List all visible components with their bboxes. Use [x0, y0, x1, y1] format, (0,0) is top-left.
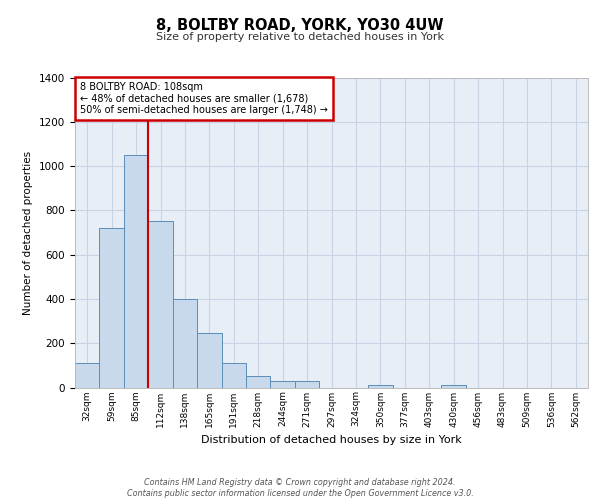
- X-axis label: Distribution of detached houses by size in York: Distribution of detached houses by size …: [201, 435, 462, 445]
- Bar: [246, 376, 271, 388]
- Bar: [100, 228, 124, 388]
- Bar: [124, 155, 148, 388]
- Bar: [221, 363, 246, 388]
- Bar: [368, 386, 392, 388]
- Text: Contains HM Land Registry data © Crown copyright and database right 2024.
Contai: Contains HM Land Registry data © Crown c…: [127, 478, 473, 498]
- Bar: [197, 333, 221, 388]
- Bar: [75, 363, 100, 388]
- Bar: [295, 382, 319, 388]
- Text: 8, BOLTBY ROAD, YORK, YO30 4UW: 8, BOLTBY ROAD, YORK, YO30 4UW: [156, 18, 444, 32]
- Bar: [442, 386, 466, 388]
- Bar: [173, 299, 197, 388]
- Bar: [148, 222, 173, 388]
- Text: 8 BOLTBY ROAD: 108sqm
← 48% of detached houses are smaller (1,678)
50% of semi-d: 8 BOLTBY ROAD: 108sqm ← 48% of detached …: [80, 82, 328, 116]
- Y-axis label: Number of detached properties: Number of detached properties: [23, 150, 34, 314]
- Bar: [271, 382, 295, 388]
- Text: Size of property relative to detached houses in York: Size of property relative to detached ho…: [156, 32, 444, 42]
